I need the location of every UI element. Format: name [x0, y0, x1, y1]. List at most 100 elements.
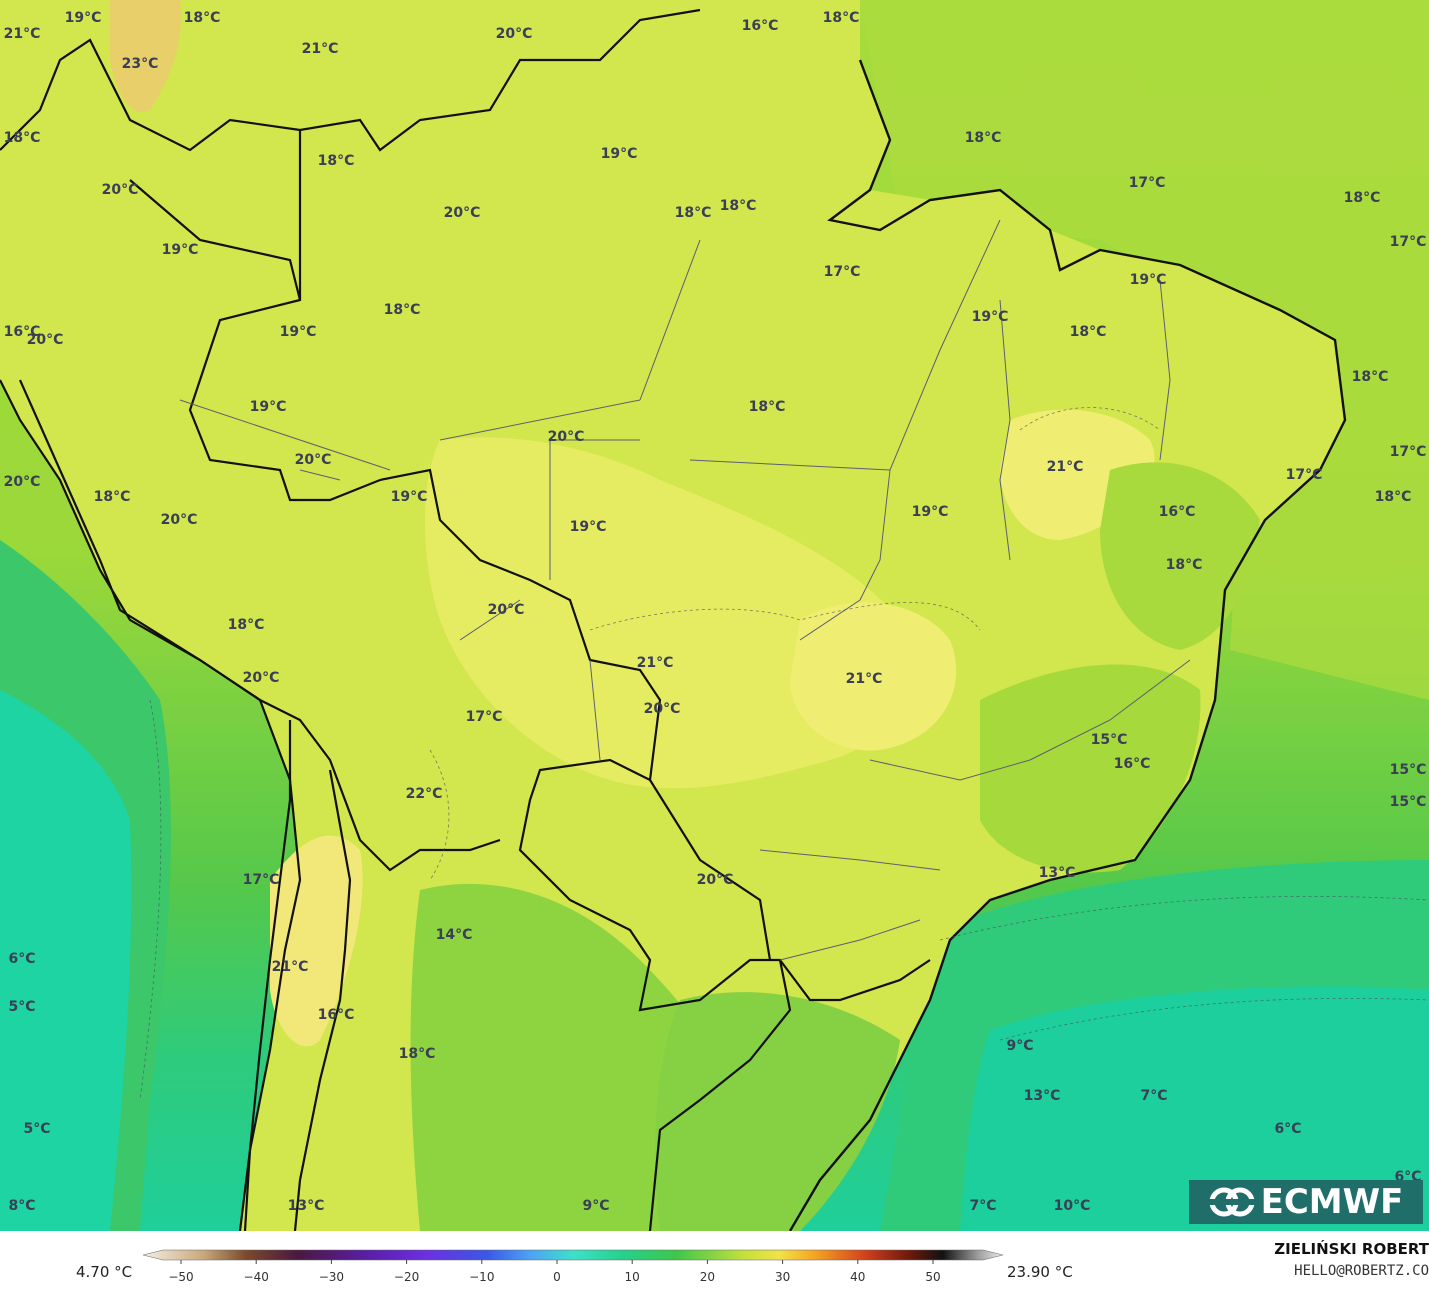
colorbar-svg: −50 −40 −30 −20 −10 0 10 20 30 40 50 — [142, 1249, 1004, 1284]
temperature-label: 18°C — [4, 130, 41, 146]
temperature-label: 23°C — [122, 56, 159, 72]
ecmwf-logo-icon — [1208, 1187, 1255, 1217]
temperature-label: 19°C — [570, 519, 607, 535]
temperature-label: 19°C — [601, 146, 638, 162]
temperature-label: 21°C — [302, 41, 339, 57]
temperature-label: 17°C — [1390, 234, 1427, 250]
temperature-label: 15°C — [1390, 794, 1427, 810]
temperature-label: 15°C — [1091, 732, 1128, 748]
temperature-label: 6°C — [1274, 1121, 1301, 1137]
temperature-label: 20°C — [488, 602, 525, 618]
temperature-label: 6°C — [8, 951, 35, 967]
temperature-label: 18°C — [1166, 557, 1203, 573]
temperature-label: 17°C — [1129, 175, 1166, 191]
temperature-label: 16°C — [742, 18, 779, 34]
temperature-label: 21°C — [637, 655, 674, 671]
colorbar-tick-label: −50 — [168, 1270, 193, 1284]
temperature-label: 19°C — [162, 242, 199, 258]
temperature-label: 18°C — [675, 205, 712, 221]
temperature-label: 19°C — [250, 399, 287, 415]
logo-text: ECMWF — [1260, 1182, 1404, 1222]
temperature-label: 16°C — [1159, 504, 1196, 520]
temperature-label: 20°C — [644, 701, 681, 717]
temperature-label: 16°C — [1114, 756, 1151, 772]
temperature-label: 18°C — [749, 399, 786, 415]
temperature-label: 18°C — [1070, 324, 1107, 340]
temperature-label: 20°C — [697, 872, 734, 888]
temperature-map: 21°C 19°C 18°C 23°C 21°C 20°C 16°C 18°C 18°C 18°C… — [0, 0, 1429, 1231]
temperature-label: 19°C — [280, 324, 317, 340]
temperature-label: 7°C — [969, 1198, 996, 1214]
temperature-label: 16°C — [318, 1007, 355, 1023]
temperature-label: 20°C — [4, 474, 41, 490]
temperature-label: 15°C — [1390, 762, 1427, 778]
temperature-label: 22°C — [406, 786, 443, 802]
temperature-label: 14°C — [436, 927, 473, 943]
temperature-label: 18°C — [94, 489, 131, 505]
max-temperature-label: 23.90 °C — [1007, 1263, 1073, 1281]
pacific-colder-zone — [0, 690, 132, 1231]
colorbar-tick-label: −10 — [469, 1270, 494, 1284]
temperature-label: 21°C — [4, 26, 41, 42]
colorbar: −50 −40 −30 −20 −10 0 10 20 30 40 50 — [142, 1249, 1004, 1289]
min-temperature-label: 4.70 °C — [76, 1263, 133, 1281]
southeast-brazil-cool — [980, 664, 1201, 873]
temperature-label: 20°C — [27, 332, 64, 348]
colorbar-tick-label: 0 — [553, 1270, 561, 1284]
temperature-label: 18°C — [1352, 369, 1389, 385]
temperature-label: 18°C — [965, 130, 1002, 146]
north-andes-warm — [110, 0, 181, 112]
temperature-label: 21°C — [1047, 459, 1084, 475]
temperature-label: 13°C — [1039, 865, 1076, 881]
minas-warm — [790, 602, 957, 751]
temperature-label: 19°C — [972, 309, 1009, 325]
temperature-label: 18°C — [318, 153, 355, 169]
temperature-label: 21°C — [846, 671, 883, 687]
temperature-label: 7°C — [1140, 1088, 1167, 1104]
colorbar-tick-label: −40 — [244, 1270, 269, 1284]
temperature-label: 21°C — [272, 959, 309, 975]
temperature-label: 20°C — [295, 452, 332, 468]
temperature-label: 9°C — [1006, 1038, 1033, 1054]
temperature-label: 18°C — [823, 10, 860, 26]
temperature-label: 18°C — [384, 302, 421, 318]
colorbar-tick-label: 50 — [925, 1270, 940, 1284]
colorbar-tick-label: 30 — [775, 1270, 790, 1284]
north-atlantic-warm-zone — [860, 0, 1429, 700]
colorbar-tick-label: 40 — [850, 1270, 865, 1284]
south-atlantic-colder-zone — [960, 986, 1429, 1231]
temperature-label: 5°C — [23, 1121, 50, 1137]
temperature-label: 20°C — [102, 182, 139, 198]
temperature-label: 10°C — [1054, 1198, 1091, 1214]
country-borders — [0, 8, 931, 1231]
temperature-label: 19°C — [391, 489, 428, 505]
temperature-label: 5°C — [8, 999, 35, 1015]
temperature-label: 16°C — [4, 324, 41, 340]
temperature-label: 19°C — [912, 504, 949, 520]
temperature-label: 17°C — [243, 872, 280, 888]
temperature-label: 20°C — [444, 205, 481, 221]
colorbar-tick-label: −30 — [319, 1270, 344, 1284]
andes-warm — [270, 835, 363, 1047]
temperature-label: 18°C — [228, 617, 265, 633]
temperature-label: 19°C — [1130, 272, 1167, 288]
temperature-label: 13°C — [1024, 1088, 1061, 1104]
temperature-label: 17°C — [1390, 444, 1427, 460]
temperature-label: 18°C — [184, 10, 221, 26]
map-canvas: 21°C19°C 18°C23°C21°C20°C 16°C 18°C18°C18°C… — [0, 0, 1429, 1231]
temperature-label: 18°C — [1375, 489, 1412, 505]
temperature-label: 17°C — [1286, 467, 1323, 483]
colorbar-ticks: −50 −40 −30 −20 −10 0 10 20 30 40 50 — [168, 1260, 941, 1284]
temperature-labels: 21°C19°C 18°C23°C21°C20°C 16°C 18°C18°C18°C… — [4, 10, 1427, 1214]
temperature-label: 8°C — [8, 1198, 35, 1214]
author-email: HELLO@ROBERTZ.CO — [1294, 1263, 1429, 1279]
temperature-label: 19°C — [65, 10, 102, 26]
contour-lines — [139, 407, 1429, 1101]
pacific-coastline — [0, 379, 302, 1231]
temperature-label: 17°C — [824, 264, 861, 280]
colorbar-gradient — [142, 1249, 1004, 1261]
coastline — [788, 59, 1347, 1231]
temperature-label: 18°C — [720, 198, 757, 214]
temperature-label: 18°C — [399, 1046, 436, 1062]
temperature-label: 13°C — [288, 1198, 325, 1214]
